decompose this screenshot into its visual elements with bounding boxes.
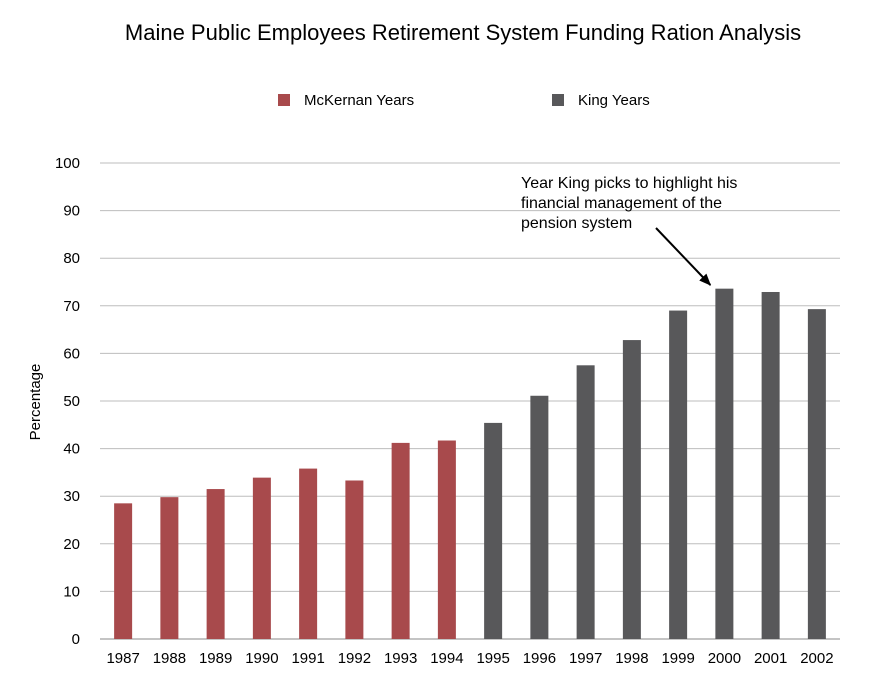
y-tick-label: 80 bbox=[63, 250, 80, 267]
bar bbox=[807, 309, 826, 639]
y-tick-label: 90 bbox=[63, 203, 80, 220]
annotation-arrow bbox=[655, 227, 712, 286]
bar bbox=[252, 477, 271, 639]
legend-swatch bbox=[278, 94, 290, 106]
y-tick-label: 20 bbox=[63, 536, 80, 553]
x-tick-label: 1988 bbox=[153, 650, 186, 667]
y-tick-label: 0 bbox=[72, 631, 80, 648]
bars bbox=[114, 288, 826, 639]
bar bbox=[345, 480, 364, 639]
chart-title: Maine Public Employees Retirement System… bbox=[125, 20, 801, 45]
bar bbox=[160, 497, 179, 639]
y-tick-label: 50 bbox=[63, 393, 80, 410]
bar bbox=[437, 440, 456, 639]
y-tick-label: 70 bbox=[63, 298, 80, 315]
y-tick-label: 40 bbox=[63, 441, 80, 458]
legend-swatch bbox=[552, 94, 564, 106]
x-tick-label: 2000 bbox=[708, 650, 741, 667]
annotation-text: pension system bbox=[521, 215, 632, 232]
legend: McKernan Years King Years bbox=[278, 92, 650, 109]
bar bbox=[761, 291, 780, 639]
bar bbox=[391, 442, 410, 639]
y-axis-ticks: 0 10 20 30 40 50 60 70 80 90 100 bbox=[55, 155, 80, 648]
bar bbox=[530, 395, 549, 639]
x-tick-label: 1995 bbox=[476, 650, 509, 667]
bar bbox=[114, 503, 133, 639]
x-tick-label: 1989 bbox=[199, 650, 232, 667]
bar bbox=[622, 340, 641, 639]
x-tick-label: 1993 bbox=[384, 650, 417, 667]
x-tick-label: 1996 bbox=[523, 650, 556, 667]
bar bbox=[669, 310, 688, 639]
y-axis-label: Percentage bbox=[27, 364, 44, 441]
annotation-text: financial management of the bbox=[521, 195, 722, 212]
legend-label: McKernan Years bbox=[304, 92, 414, 109]
x-tick-label: 2002 bbox=[800, 650, 833, 667]
y-tick-label: 30 bbox=[63, 488, 80, 505]
x-tick-label: 1987 bbox=[106, 650, 139, 667]
bar bbox=[484, 422, 503, 639]
x-tick-label: 1999 bbox=[661, 650, 694, 667]
legend-label: King Years bbox=[578, 92, 650, 109]
x-tick-label: 1997 bbox=[569, 650, 602, 667]
y-tick-label: 60 bbox=[63, 345, 80, 362]
bar bbox=[206, 489, 225, 639]
bar bbox=[299, 468, 318, 639]
x-tick-label: 2001 bbox=[754, 650, 787, 667]
y-tick-label: 100 bbox=[55, 155, 80, 172]
annotation-text: Year King picks to highlight his bbox=[521, 175, 737, 192]
x-tick-label: 1991 bbox=[291, 650, 324, 667]
x-tick-label: 1992 bbox=[338, 650, 371, 667]
bar bbox=[715, 288, 734, 639]
bar bbox=[576, 365, 595, 639]
y-tick-label: 10 bbox=[63, 583, 80, 600]
x-tick-label: 1998 bbox=[615, 650, 648, 667]
x-axis-ticks: 1987 1988 1989 1990 1991 1992 1993 1994 1995 1996… bbox=[106, 650, 833, 667]
x-tick-label: 1994 bbox=[430, 650, 463, 667]
annotation: Year King picks to highlight his financia… bbox=[521, 175, 737, 286]
x-tick-label: 1990 bbox=[245, 650, 278, 667]
